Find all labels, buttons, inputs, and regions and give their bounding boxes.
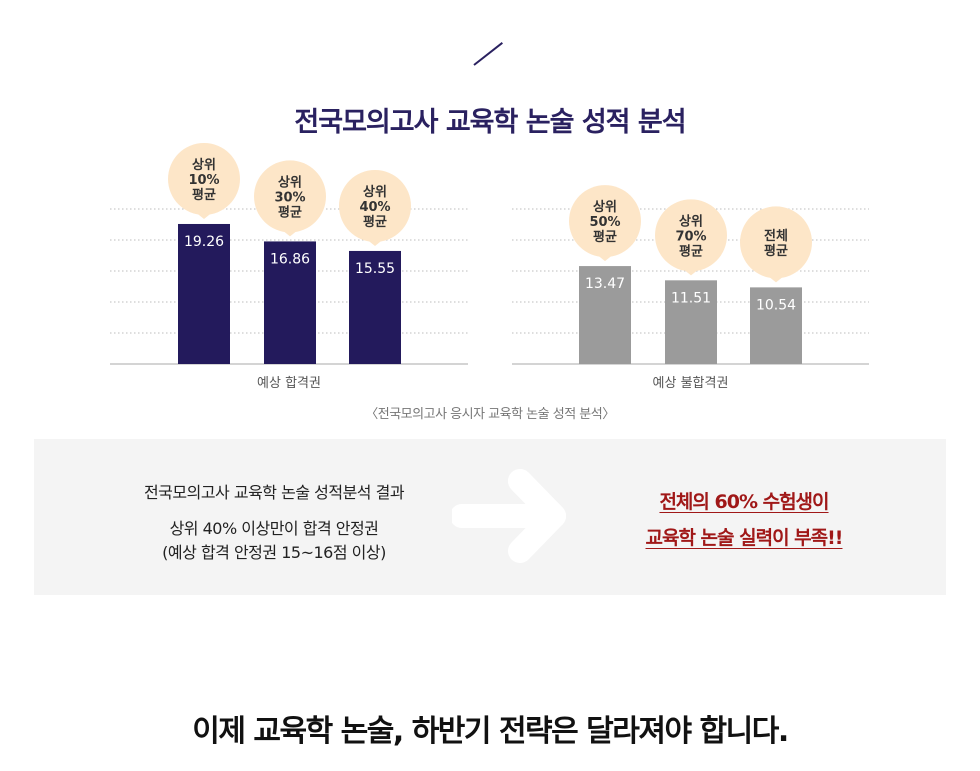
bubble [655,199,727,272]
bubble-label: 상위 [278,175,302,190]
bubble-label: 70% [675,229,706,244]
bubble-label: 상위 [192,158,216,173]
summary-highlight: 전체의 60% 수험생이 교육학 논술 실력이 부족!! [594,484,894,556]
page-title: 전국모의고사 교육학 논술 성적 분석 [294,107,686,138]
bottom-message: 이제 교육학 논술, 하반기 전략은 달라져야 합니다. [192,714,789,749]
bar [750,287,802,364]
highlight-line-1: 전체의 60% 수험생이 [659,491,829,513]
bubble-label: 상위 [363,185,387,200]
summary-result: 전국모의고사 교육학 논술 성적분석 결과 상위 40% 이상만이 합격 안정권… [74,479,474,565]
summary-panel: 전국모의고사 교육학 논술 성적분석 결과 상위 40% 이상만이 합격 안정권… [34,439,946,595]
bubble [569,185,641,258]
bubble-label: 평균 [679,243,703,259]
bar-value-label: 19.26 [184,234,224,250]
bubble-label: 평균 [764,243,788,259]
bubble [740,206,812,279]
bar [665,280,717,364]
bubble [339,169,411,242]
chart-caption: 〈전국모의고사 응시자 교육학 논술 성적 분석〉 [365,407,615,422]
bubble-label: 평균 [278,204,302,220]
bar [178,223,230,364]
arrow-right-icon [452,469,566,563]
bubble-label: 40% [359,200,390,215]
bar-value-label: 16.86 [270,251,310,267]
bubble-label: 평균 [192,187,216,203]
bubble-label: 10% [188,173,219,188]
bubble-label: 상위 [593,200,617,215]
bubble-label: 전체 [764,228,788,244]
summary-line-2: 상위 40% 이상만이 합격 안정권 [169,519,379,538]
bubble-label: 평균 [363,214,387,230]
bubble [168,142,240,215]
bar [264,241,316,364]
group-label: 예상 불합격권 [653,376,729,391]
bar [349,250,401,364]
score-bar-chart: 예상 합격권19.26상위10%평균16.86상위30%평균15.55상위40%… [110,142,869,391]
bar-value-label: 11.51 [671,290,711,306]
summary-line-3: (예상 합격 안정권 15~16점 이상) [162,543,386,562]
bar-value-label: 15.55 [355,261,395,277]
bar [579,266,631,364]
bubble-label: 30% [274,190,305,205]
bar-value-label: 13.47 [585,276,625,292]
summary-line-1: 전국모의고사 교육학 논술 성적분석 결과 [143,483,405,502]
bubble-label: 상위 [679,214,703,229]
bubble-label: 평균 [593,229,617,245]
group-label: 예상 합격권 [257,376,321,391]
bubble [254,160,326,233]
bar-value-label: 10.54 [756,297,796,313]
highlight-line-2: 교육학 논술 실력이 부족!! [645,527,844,549]
bubble-label: 50% [589,215,620,230]
